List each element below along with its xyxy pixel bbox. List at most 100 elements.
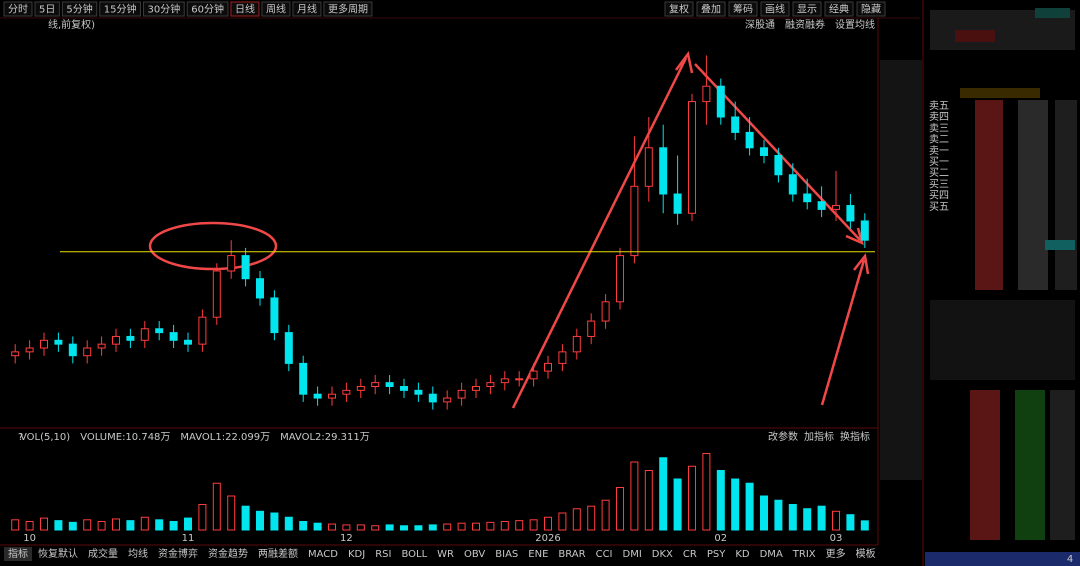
period-button[interactable]: [292, 1, 322, 17]
tab[interactable]: [204, 547, 252, 561]
tab-label[interactable]: CCI: [596, 549, 613, 560]
tab-label[interactable]: TRIX: [792, 549, 816, 560]
toolbar-label[interactable]: 画线: [765, 3, 785, 16]
tab[interactable]: [397, 547, 432, 561]
tab[interactable]: [702, 547, 730, 561]
tab-label[interactable]: MACD: [308, 549, 338, 560]
tab[interactable]: [851, 547, 880, 561]
tab-label[interactable]: 资金趋势: [208, 547, 248, 560]
tab-label[interactable]: 指标: [8, 547, 28, 560]
tab-label[interactable]: KD: [735, 549, 750, 560]
period-label[interactable]: 月线: [297, 3, 317, 16]
toolbar-label[interactable]: 经典: [829, 3, 849, 16]
tab-label[interactable]: BIAS: [495, 549, 518, 560]
subbar-link[interactable]: 融资融券: [785, 18, 825, 31]
tab[interactable]: [591, 547, 617, 561]
toolbar-label[interactable]: 显示: [797, 4, 817, 16]
tab[interactable]: [460, 547, 490, 561]
tab[interactable]: [554, 547, 590, 561]
tab-label[interactable]: DMI: [623, 549, 642, 560]
period-label[interactable]: 分时: [8, 4, 28, 16]
period-button[interactable]: [99, 1, 141, 17]
tab-label[interactable]: 模板: [856, 547, 876, 560]
subbar-link[interactable]: 设置均线: [835, 18, 875, 31]
tab[interactable]: [678, 547, 701, 561]
period-button[interactable]: [323, 1, 373, 17]
period-label[interactable]: 15分钟: [104, 3, 137, 16]
candle-body: [227, 255, 236, 272]
tab-label[interactable]: 资金博弈: [158, 547, 198, 560]
tab[interactable]: [491, 547, 523, 561]
period-button[interactable]: [230, 1, 260, 17]
tab[interactable]: [524, 547, 553, 561]
help-icon[interactable]: ?: [18, 432, 23, 443]
toolbar-button[interactable]: [696, 1, 726, 17]
period-button[interactable]: [34, 1, 60, 17]
period-button[interactable]: [3, 1, 33, 17]
tab-label[interactable]: CR: [683, 549, 697, 560]
tab[interactable]: [821, 547, 850, 561]
period-button[interactable]: [186, 1, 229, 17]
toolbar-button[interactable]: [664, 1, 694, 17]
period-button[interactable]: [142, 1, 185, 17]
toolbar-button[interactable]: [856, 1, 886, 17]
tab-label[interactable]: DMA: [760, 549, 783, 560]
tab-label[interactable]: BOLL: [401, 549, 427, 560]
tab[interactable]: [788, 547, 820, 561]
tab-label[interactable]: PSY: [707, 549, 726, 560]
period-button[interactable]: [61, 1, 98, 17]
period-label[interactable]: 5日: [39, 5, 55, 16]
candle-body: [428, 393, 437, 403]
x-tick-label: 12: [340, 533, 353, 544]
tab[interactable]: [304, 547, 342, 561]
volume-button[interactable]: 加指标: [804, 430, 834, 443]
volume-bar: [760, 495, 768, 531]
tab[interactable]: [433, 547, 458, 561]
candle-body: [745, 131, 754, 149]
tab-label[interactable]: KDJ: [348, 549, 365, 560]
period-button[interactable]: [261, 1, 291, 17]
tab[interactable]: [34, 547, 82, 561]
tab-label[interactable]: OBV: [464, 549, 485, 560]
volume-button[interactable]: 改参数: [768, 430, 798, 443]
tab-label[interactable]: 两融差额: [258, 547, 298, 560]
toolbar-label[interactable]: 复权: [669, 3, 689, 16]
period-label[interactable]: 5分钟: [66, 3, 92, 16]
subbar-link[interactable]: 深股通: [745, 19, 775, 31]
period-label[interactable]: 日线: [235, 3, 255, 16]
tab-label[interactable]: RSI: [375, 549, 391, 560]
tab-label[interactable]: 恢复默认: [38, 547, 78, 560]
toolbar-label[interactable]: 隐藏: [861, 4, 881, 16]
tab-label[interactable]: 成交量: [88, 547, 118, 560]
tab[interactable]: [254, 547, 302, 561]
volume-button[interactable]: 换指标: [840, 430, 870, 443]
tab-label[interactable]: DKX: [652, 549, 673, 560]
period-label[interactable]: 60分钟: [191, 3, 224, 16]
tab[interactable]: [154, 547, 202, 561]
toolbar-label[interactable]: 叠加: [701, 4, 721, 16]
tab[interactable]: [647, 547, 677, 561]
tab[interactable]: [618, 547, 646, 561]
tab[interactable]: [371, 547, 396, 561]
period-label[interactable]: 更多周期: [328, 3, 368, 16]
tab[interactable]: [343, 547, 370, 561]
period-label[interactable]: 30分钟: [147, 3, 180, 16]
toolbar-button[interactable]: [792, 1, 822, 17]
tab-label[interactable]: 更多: [826, 547, 846, 560]
tab-label[interactable]: BRAR: [558, 549, 585, 560]
tab[interactable]: [731, 547, 754, 561]
tab-label[interactable]: ENE: [528, 549, 548, 560]
tab[interactable]: [755, 547, 787, 561]
tab[interactable]: [4, 547, 32, 561]
tab[interactable]: [124, 547, 152, 561]
volume-bar: [788, 504, 797, 531]
tab[interactable]: [84, 547, 122, 561]
toolbar-button[interactable]: [728, 1, 758, 17]
tab-label[interactable]: WR: [437, 549, 454, 560]
period-label[interactable]: 周线: [266, 3, 286, 16]
toolbar-label[interactable]: 筹码: [733, 3, 753, 16]
toolbar-button[interactable]: [760, 1, 790, 17]
toolbar-button[interactable]: [824, 1, 854, 17]
candle-body: [644, 147, 653, 187]
tab-label[interactable]: 均线: [128, 547, 148, 560]
